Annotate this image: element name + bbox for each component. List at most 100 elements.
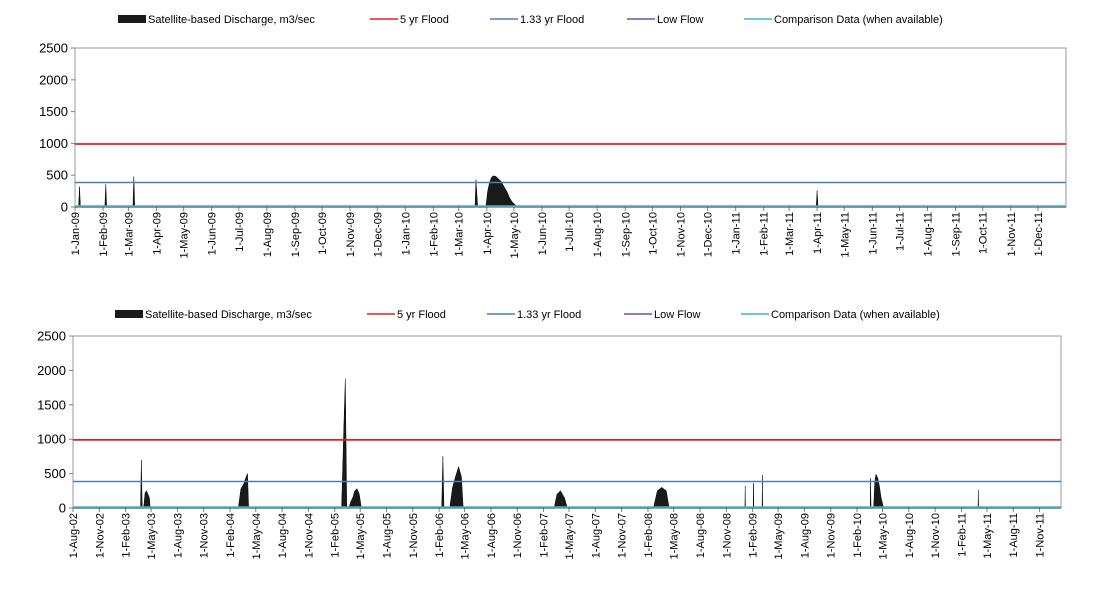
chart-1-x-tick-label: 1-Jun-09 — [207, 212, 219, 255]
chart-1-discharge-area — [75, 175, 1066, 208]
chart-2-x-tick-label: 1-Nov-05 — [408, 513, 420, 558]
chart-2-x-tick-label: 1-May-11 — [982, 513, 994, 559]
chart-1-y-tick-label: 1500 — [39, 104, 68, 119]
chart-1-x-tick-label: 1-Dec-09 — [372, 212, 384, 257]
chart-2-legend-swatch-1 — [115, 310, 143, 318]
chart-2-legend-label-2: 5 yr Flood — [397, 309, 446, 321]
chart-1-legend-label-3: 1.33 yr Flood — [520, 14, 584, 26]
chart-2-legend-label-1: Satellite-based Discharge, m3/sec — [145, 309, 312, 321]
chart-2-x-tick-label: 1-May-07 — [564, 513, 576, 559]
chart-2-x-tick-label: 1-Feb-07 — [539, 513, 551, 558]
chart-1-x-tick-label: 1-Jun-11 — [867, 212, 879, 255]
chart-1-legend-swatch-1 — [118, 15, 146, 23]
chart-2-x-tick-label: 1-Nov-02 — [94, 513, 106, 558]
chart-2-x-tick-label: 1-Feb-05 — [330, 513, 342, 558]
chart-1-y-tick-label: 0 — [61, 200, 68, 215]
chart-2-x-tick-label: 1-May-10 — [878, 513, 890, 559]
chart-1-x-tick-label: 1-Feb-09 — [98, 212, 110, 257]
chart-2-x-tick-label: 1-Aug-04 — [277, 513, 289, 558]
chart-2-y-tick-label: 2000 — [37, 363, 66, 378]
chart-2-x-tick-label: 1-Aug-11 — [1008, 513, 1020, 557]
chart-2-x-tick-label: 1-Nov-06 — [512, 513, 524, 558]
chart-2-x-tick-label: 1-Aug-02 — [68, 513, 80, 558]
chart-2-y-tick-label: 1000 — [37, 432, 66, 447]
chart-2-x-tick-label: 1-Nov-09 — [826, 513, 838, 558]
chart-2-x-tick-label: 1-Feb-03 — [121, 513, 133, 558]
chart-1-x-tick-label: 1-May-10 — [509, 212, 521, 258]
chart-1-legend-label-2: 5 yr Flood — [400, 14, 449, 26]
chart-2-y-tick-label: 1500 — [37, 397, 66, 412]
chart-2-x-tick-label: 1-Nov-03 — [199, 513, 211, 558]
chart-1-x-tick-label: 1-Dec-11 — [1033, 212, 1045, 256]
chart-1-x-tick-label: 1-Nov-10 — [675, 212, 687, 257]
chart-1-x-tick-label: 1-May-11 — [839, 212, 851, 258]
chart-2-x-tick-label: 1-Aug-08 — [695, 513, 707, 558]
chart-2-panel: Satellite-based Discharge, m3/sec 5 yr Fl… — [37, 309, 1062, 559]
chart-2-x-tick-label: 1-Feb-08 — [643, 513, 655, 558]
chart-1-x-tick-label: 1-Apr-09 — [151, 212, 163, 255]
chart-2-x-tick-label: 1-Aug-09 — [799, 513, 811, 558]
chart-2-x-tick-label: 1-Nov-04 — [303, 513, 315, 558]
chart-1-x-tick-label: 1-Oct-10 — [647, 212, 659, 255]
chart-1-x-tick-label: 1-Jan-11 — [731, 212, 743, 255]
chart-2-x-tick-label: 1-May-04 — [251, 513, 263, 559]
chart-1-x-tick-label: 1-Mar-09 — [123, 212, 135, 257]
chart-2-x-tick-label: 1-Feb-11 — [956, 513, 968, 557]
chart-2-x-tick-label: 1-May-06 — [460, 513, 472, 559]
chart-2-x-tick-label: 1-May-03 — [146, 513, 158, 559]
chart-1-x-tick-label: 1-Jan-09 — [70, 212, 82, 255]
chart-1-x-tick-label: 1-Oct-11 — [978, 212, 990, 254]
chart-2-legend-label-3: 1.33 yr Flood — [517, 309, 581, 321]
chart-1-x-tick-label: 1-Apr-10 — [482, 212, 494, 255]
chart-1-legend-label-1: Satellite-based Discharge, m3/sec — [148, 14, 315, 26]
chart-1-x-tick-label: 1-Jun-10 — [537, 212, 549, 255]
chart-1-legend-label-4: Low Flow — [657, 14, 704, 26]
chart-2-y-tick-label: 2500 — [37, 329, 66, 344]
chart-1-x-tick-label: 1-Jul-10 — [564, 212, 576, 252]
chart-1-x-tick-label: 1-Apr-11 — [812, 212, 824, 254]
chart-2-x-tick-label: 1-Nov-08 — [721, 513, 733, 558]
chart-2-discharge-area — [73, 378, 1061, 509]
chart-1-y-tick-label: 1000 — [39, 136, 68, 151]
chart-2-x-tick-label: 1-May-08 — [669, 513, 681, 559]
chart-1-panel: Satellite-based Discharge, m3/sec 5 yr Fl… — [39, 14, 1067, 258]
chart-1-x-tick-label: 1-Feb-11 — [759, 212, 771, 256]
chart-1-x-tick-label: 1-Dec-10 — [703, 212, 715, 257]
chart-1-x-tick-label: 1-Aug-09 — [262, 212, 274, 257]
chart-2-x-tick-label: 1-Feb-10 — [852, 513, 864, 558]
chart-2-x-tick-label: 1-May-09 — [773, 513, 785, 559]
chart-2-x-tick-label: 1-Feb-09 — [748, 513, 760, 558]
chart-2-x-tick-label: 1-Feb-06 — [434, 513, 446, 558]
chart-1-x-tick-label: 1-Nov-09 — [345, 212, 357, 257]
chart-2-x-tick-label: 1-Feb-04 — [225, 513, 237, 558]
chart-1-x-tick-label: 1-Jul-11 — [894, 212, 906, 251]
chart-2-y-tick-label: 0 — [59, 501, 66, 516]
chart-2-x-tick-label: 1-Aug-05 — [382, 513, 394, 558]
chart-1-x-tick-label: 1-Feb-10 — [428, 212, 440, 257]
chart-2-x-tick-label: 1-Aug-07 — [590, 513, 602, 558]
chart-1-x-tick-label: 1-May-09 — [179, 212, 191, 258]
chart-1-x-tick-label: 1-Nov-11 — [1006, 212, 1018, 256]
chart-2-legend-label-5: Comparison Data (when available) — [771, 309, 940, 321]
chart-1-x-tick-label: 1-Jan-10 — [400, 212, 412, 255]
chart-2-x-tick-label: 1-Nov-11 — [1035, 513, 1047, 557]
chart-1-x-tick-label: 1-Sep-11 — [951, 212, 963, 256]
chart-2-x-tick-label: 1-Nov-07 — [617, 513, 629, 558]
chart-1-x-tick-label: 1-Sep-09 — [290, 212, 302, 257]
chart-1-x-tick-label: 1-Oct-09 — [317, 212, 329, 255]
chart-2-x-tick-label: 1-Aug-06 — [486, 513, 498, 558]
chart-1-legend-label-5: Comparison Data (when available) — [774, 14, 943, 26]
chart-1-y-tick-label: 2500 — [39, 41, 68, 56]
chart-2-legend-label-4: Low Flow — [654, 309, 701, 321]
chart-2-x-tick-label: 1-Aug-03 — [172, 513, 184, 558]
chart-2-x-tick-label: 1-Nov-10 — [930, 513, 942, 558]
chart-1-y-tick-label: 2000 — [39, 72, 68, 87]
chart-1-y-tick-label: 500 — [46, 168, 68, 183]
chart-1-x-tick-label: 1-Mar-11 — [784, 212, 796, 256]
chart-1-x-tick-label: 1-Aug-10 — [592, 212, 604, 257]
chart-2-x-tick-label: 1-Aug-10 — [904, 513, 916, 558]
chart-2-y-tick-label: 500 — [44, 466, 66, 481]
chart-1-x-tick-label: 1-Sep-10 — [620, 212, 632, 257]
